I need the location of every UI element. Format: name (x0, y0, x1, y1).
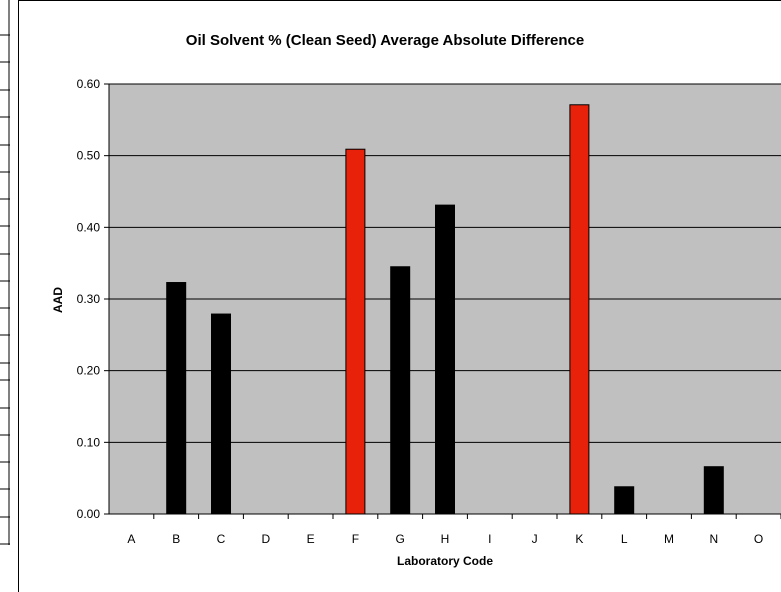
x-tick-label: L (621, 532, 628, 546)
x-tick-label: I (488, 532, 491, 546)
x-tick-label: H (441, 532, 450, 546)
y-tick-label: 0.40 (77, 220, 101, 234)
x-tick-label: C (217, 532, 226, 546)
x-tick-label: M (664, 532, 674, 546)
x-tick-label: J (532, 532, 538, 546)
bar (435, 204, 455, 515)
bar (703, 466, 724, 515)
y-tick-label: 0.20 (77, 364, 101, 378)
y-tick-label: 0.10 (77, 435, 101, 449)
bar (211, 313, 231, 515)
x-tick-label: E (307, 532, 315, 546)
y-axis-label: AAD (51, 287, 65, 313)
chart-frame (18, 0, 781, 592)
x-tick-label: A (127, 532, 135, 546)
x-tick-label: O (754, 532, 763, 546)
y-tick-label: 0.00 (77, 507, 101, 521)
x-axis-label: Laboratory Code (397, 554, 493, 568)
bar-highlighted (569, 104, 590, 515)
left-table-edge (0, 0, 10, 545)
y-tick-label: 0.50 (77, 149, 101, 163)
bar (390, 266, 411, 515)
x-tick-label: K (575, 532, 583, 546)
y-tick-label: 0.30 (77, 292, 101, 306)
bar-highlighted (345, 148, 366, 515)
x-tick-label: B (172, 532, 180, 546)
x-tick-label: F (352, 532, 359, 546)
chart-title: Oil Solvent % (Clean Seed) Average Absol… (186, 32, 584, 49)
y-tick-label: 0.60 (77, 77, 101, 91)
x-tick-label: G (396, 532, 405, 546)
x-tick-label: N (709, 532, 718, 546)
x-tick-label: D (261, 532, 270, 546)
bar (614, 486, 635, 515)
bar (166, 282, 187, 515)
